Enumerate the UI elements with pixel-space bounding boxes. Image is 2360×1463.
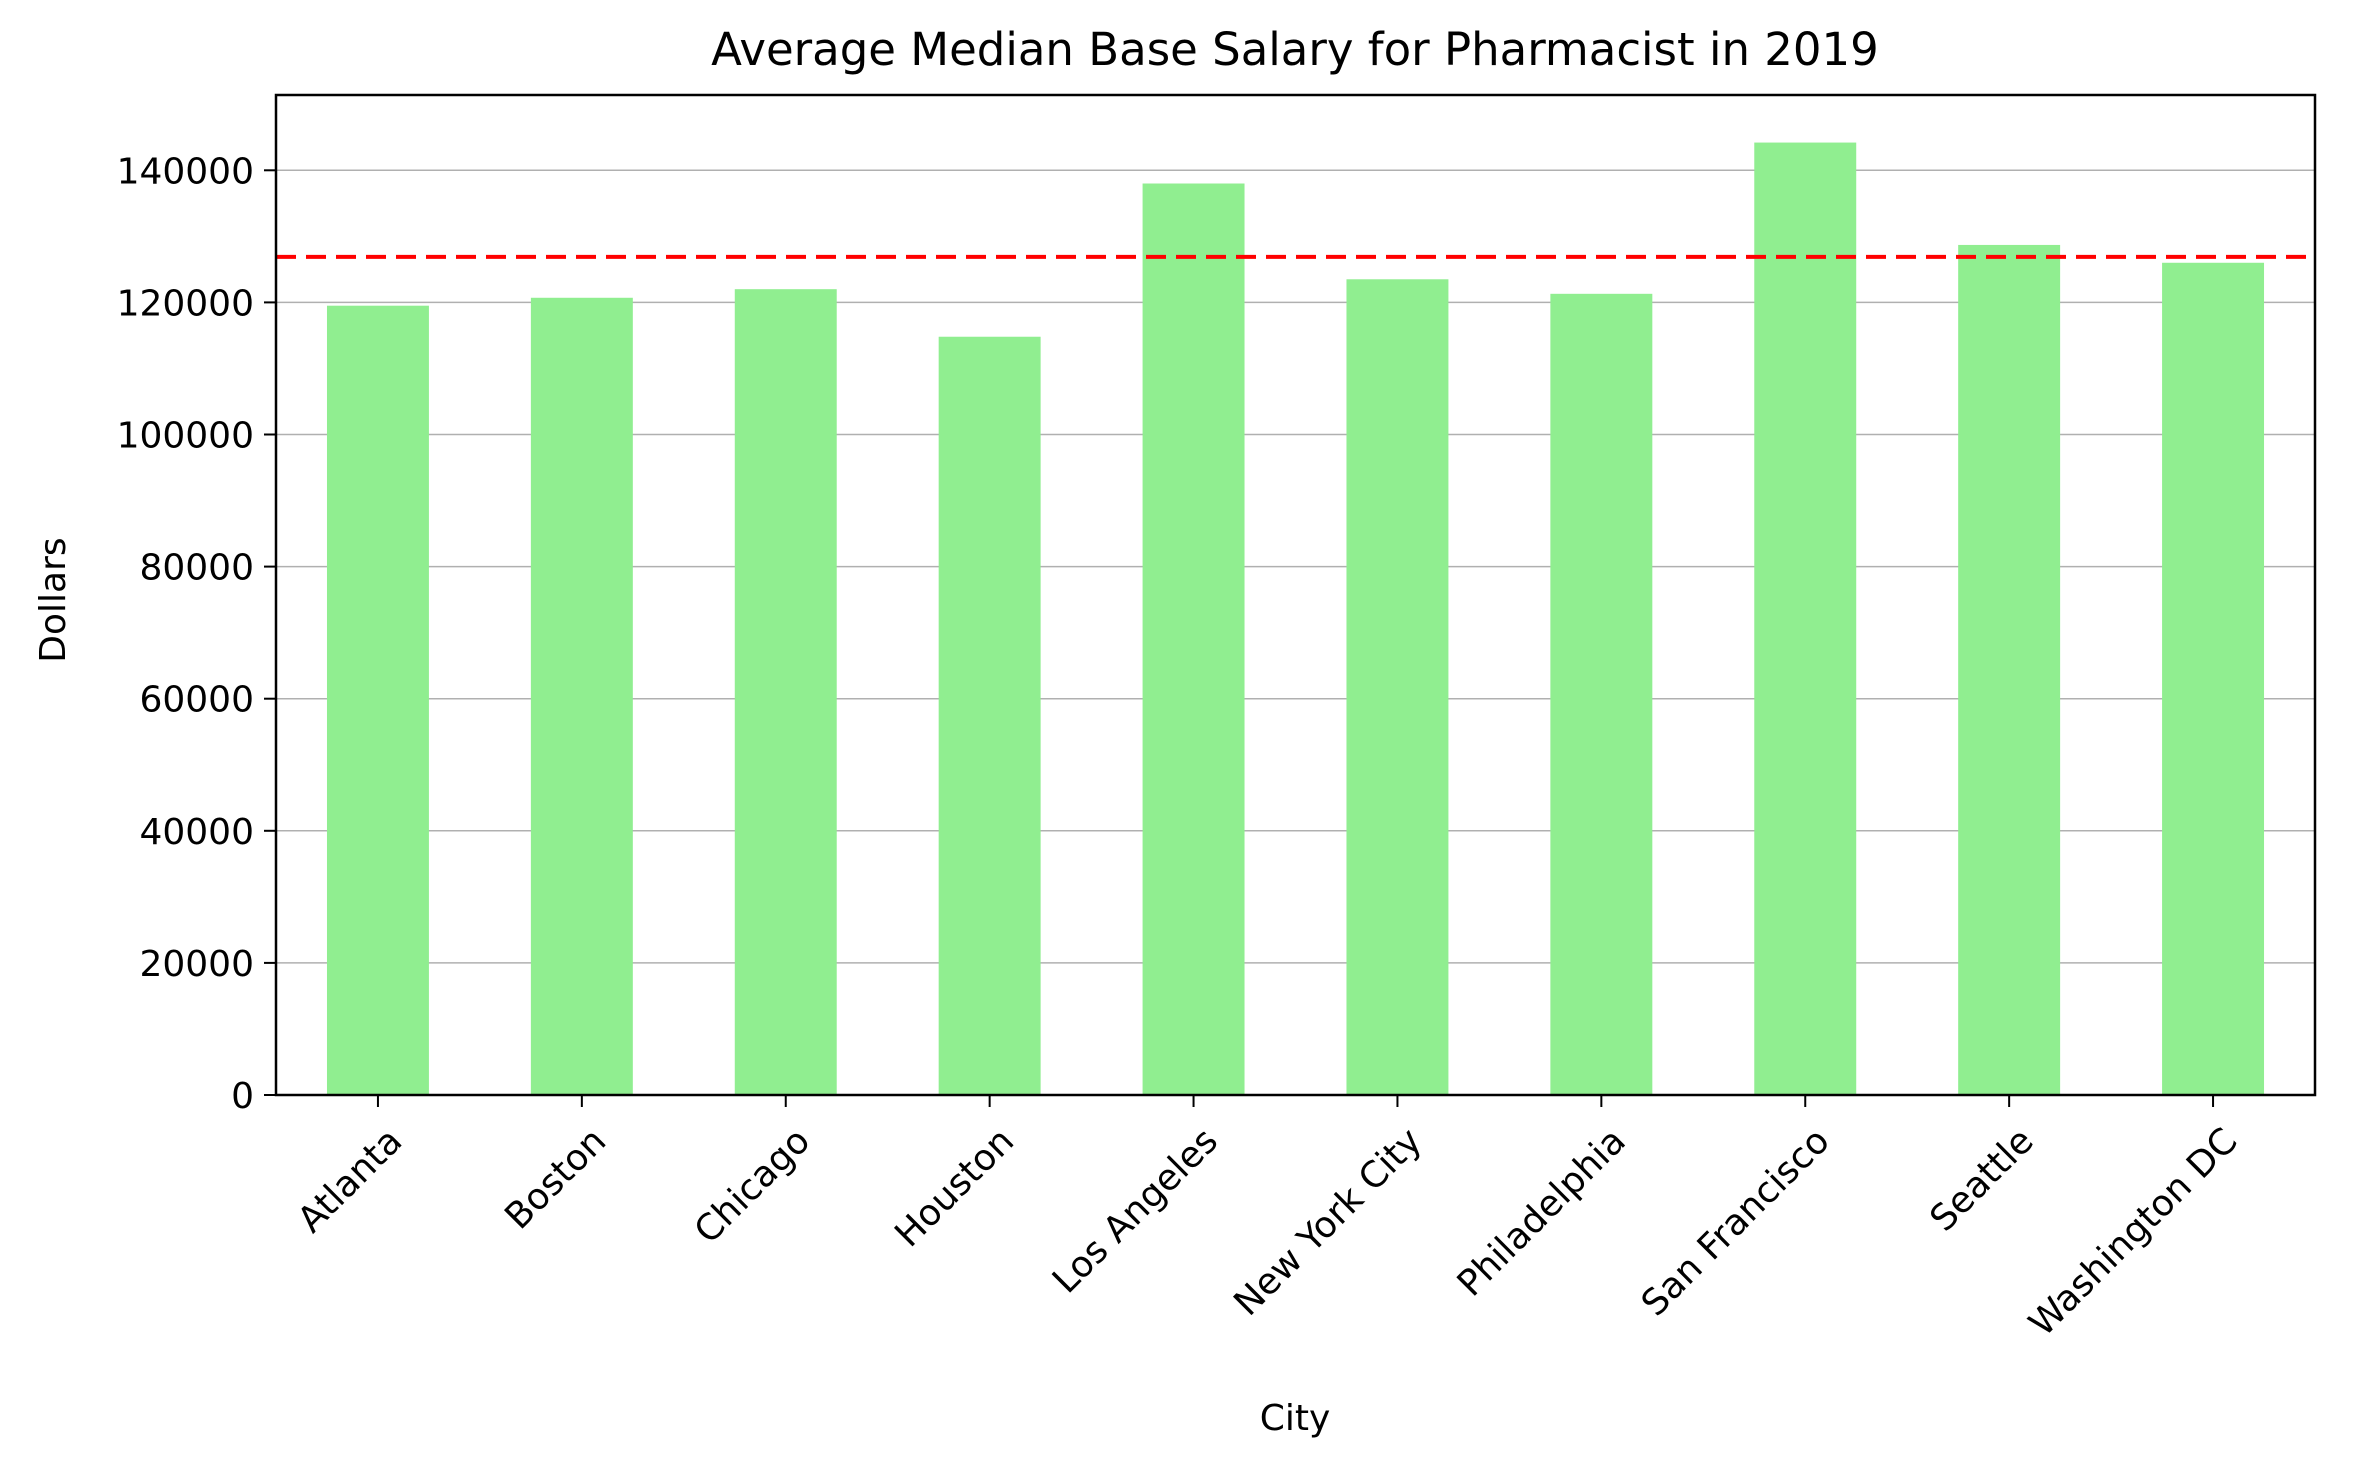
plot-frame [274, 93, 2317, 1097]
x-axis-label: City [1260, 1398, 1331, 1439]
y-tick-label: 80000 [139, 548, 254, 589]
y-ticks: 0 20000 40000 60000 80000 100000 120000 140000 [117, 151, 276, 1117]
y-tick-label: 40000 [139, 812, 254, 853]
bar-atlanta [326, 305, 429, 1095]
y-tick-label: 140000 [117, 151, 254, 192]
y-axis-label: Dollars [33, 537, 74, 662]
bar-chicago [734, 289, 837, 1095]
y-tick-label: 20000 [139, 944, 254, 985]
bar-san-francisco [1754, 142, 1857, 1095]
bar-seattle [1958, 244, 2061, 1095]
bar-washington-dc [2162, 262, 2265, 1095]
bars [326, 142, 2265, 1096]
y-tick-label: 100000 [117, 415, 254, 456]
bar-philadelphia [1550, 293, 1653, 1095]
y-tick-label: 120000 [117, 283, 254, 324]
bar-los-angeles [1142, 183, 1245, 1095]
y-tick-label: 60000 [139, 680, 254, 721]
bar-boston [530, 297, 633, 1095]
chart-title: Average Median Base Salary for Pharmacis… [711, 23, 1879, 76]
axes [274, 93, 2317, 1097]
y-tick-label: 0 [231, 1076, 254, 1117]
bar-houston [938, 336, 1041, 1095]
bar-new-york-city [1346, 279, 1449, 1096]
